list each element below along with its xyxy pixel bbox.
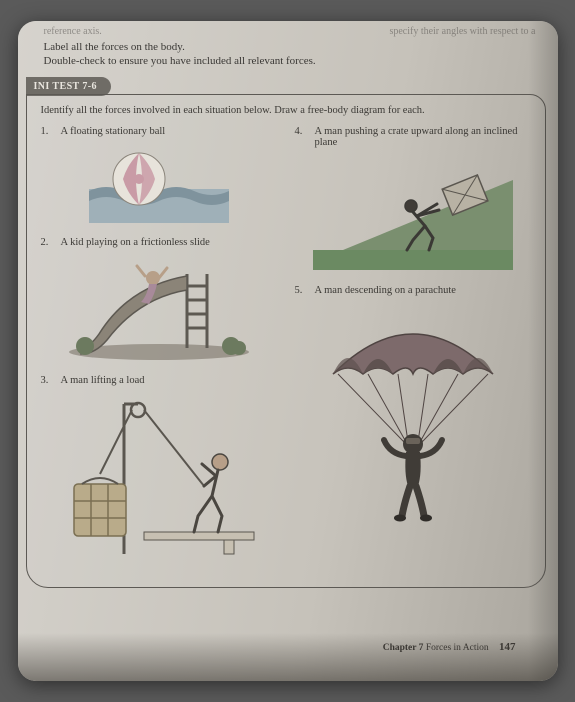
man-pushing-crate-icon xyxy=(313,156,513,271)
footer-page-number: 147 xyxy=(499,641,516,653)
parachute-man-icon xyxy=(318,304,508,524)
partial-text-right: specify their angles with respect to a xyxy=(389,25,535,39)
page-footer: Chapter 7 Forces in Action 147 xyxy=(383,641,516,653)
q3-text: A man lifting a load xyxy=(61,375,145,386)
test-content-box: Identify all the forces involved in each… xyxy=(26,94,546,588)
q3-number: 3. xyxy=(41,375,53,386)
illustration-slide xyxy=(41,256,277,361)
mini-test-tab: INI TEST 7-6 xyxy=(26,77,111,96)
q2-number: 2. xyxy=(41,237,53,248)
question-1: 1. A floating stationary ball xyxy=(41,126,277,137)
question-2: 2. A kid playing on a frictionless slide xyxy=(41,237,277,248)
man-lifting-load-icon xyxy=(54,394,264,559)
question-4: 4. A man pushing a crate upward along an… xyxy=(295,126,531,148)
q4-text: A man pushing a crate upward along an in… xyxy=(315,126,531,148)
question-3: 3. A man lifting a load xyxy=(41,375,277,386)
instruction-bullet-1: Label all the forces on the body. xyxy=(44,41,546,53)
kid-on-slide-icon xyxy=(59,256,259,361)
q1-text: A floating stationary ball xyxy=(61,126,166,137)
partial-text-left: reference axis. xyxy=(44,26,102,37)
illustration-incline xyxy=(295,156,531,271)
footer-title: Forces in Action xyxy=(426,643,489,653)
q2-text: A kid playing on a frictionless slide xyxy=(61,237,210,248)
q4-number: 4. xyxy=(295,126,307,148)
instruction-bullet-2: Double-check to ensure you have included… xyxy=(44,55,546,67)
right-column: 4. A man pushing a crate upward along an… xyxy=(295,122,531,573)
question-5: 5. A man descending on a parachute xyxy=(295,285,531,296)
illustration-floating-ball xyxy=(41,145,277,223)
illustration-parachute xyxy=(295,304,531,524)
q5-text: A man descending on a parachute xyxy=(315,285,456,296)
ball-in-water-icon xyxy=(89,145,229,223)
q1-number: 1. xyxy=(41,126,53,137)
textbook-page: reference axis. specify their angles wit… xyxy=(18,21,558,681)
cutoff-text-row: reference axis. specify their angles wit… xyxy=(26,21,546,39)
illustration-pulley xyxy=(41,394,277,559)
lead-instruction: Identify all the forces involved in each… xyxy=(41,105,531,116)
left-column: 1. A floating stationary ball xyxy=(41,122,277,573)
columns: 1. A floating stationary ball xyxy=(41,122,531,573)
q5-number: 5. xyxy=(295,285,307,296)
footer-chapter: Chapter 7 xyxy=(383,643,424,653)
page-photo-frame: reference axis. specify their angles wit… xyxy=(18,21,558,681)
